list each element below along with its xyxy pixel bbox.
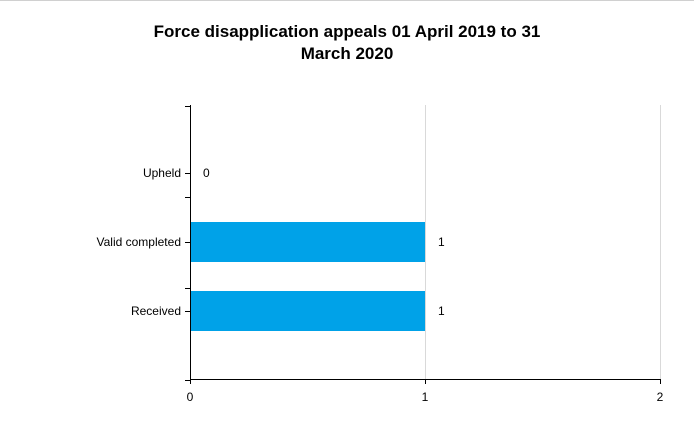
x-tick-label: 2 — [657, 390, 664, 404]
y-tick-label: Received — [131, 304, 181, 318]
bar-valid-completed — [191, 222, 425, 262]
x-tick-label: 0 — [187, 390, 194, 404]
data-label: 0 — [203, 166, 210, 180]
data-label: 1 — [438, 304, 445, 318]
data-label: 1 — [438, 235, 445, 249]
y-tick-label: Valid completed — [97, 235, 182, 249]
x-tick-label: 1 — [422, 390, 429, 404]
chart-title-line-2: March 2020 — [300, 44, 394, 63]
chart-title: Force disapplication appeals 01 April 20… — [0, 21, 694, 65]
chart-title-line-1: Force disapplication appeals 01 April 20… — [153, 22, 541, 41]
bar-received — [191, 291, 425, 331]
y-tick-label: Upheld — [143, 166, 181, 180]
